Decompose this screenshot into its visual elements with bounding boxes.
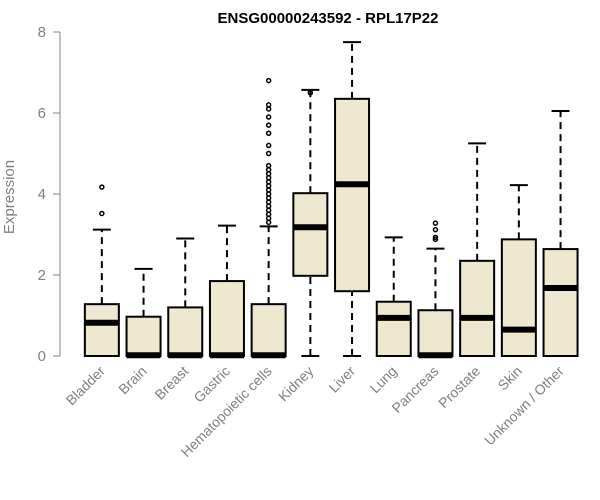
y-tick-label: 4 bbox=[38, 186, 46, 203]
outlier-point bbox=[432, 236, 439, 243]
x-tick-label: Kidney bbox=[275, 363, 317, 405]
outlier-point bbox=[265, 130, 272, 136]
y-axis-label: Expression bbox=[1, 160, 18, 234]
box-brain bbox=[125, 267, 162, 359]
box-kidney bbox=[292, 88, 329, 357]
outlier-point bbox=[432, 234, 439, 241]
y-tick-label: 0 bbox=[38, 348, 46, 365]
box-iqr bbox=[292, 192, 329, 277]
box-hematopoietic-cells bbox=[250, 77, 287, 359]
box-lung bbox=[375, 236, 412, 358]
box-iqr bbox=[459, 259, 496, 358]
x-tick-label: Brain bbox=[115, 363, 149, 397]
y-tick-label: 6 bbox=[38, 105, 46, 122]
box-iqr bbox=[83, 303, 120, 358]
box-iqr bbox=[125, 315, 162, 357]
box-iqr bbox=[417, 309, 454, 357]
box-liver bbox=[334, 41, 371, 357]
chart-title: ENSG00000243592 - RPL17P22 bbox=[218, 10, 439, 27]
outlier-point bbox=[432, 220, 439, 226]
x-tick-label: Skin bbox=[494, 363, 525, 394]
box-iqr bbox=[250, 303, 287, 358]
box-iqr bbox=[542, 248, 579, 357]
outlier-point bbox=[307, 90, 314, 96]
y-tick-label: 2 bbox=[38, 267, 46, 284]
box-iqr bbox=[334, 97, 371, 293]
outlier-point bbox=[432, 226, 439, 233]
y-tick-label: 8 bbox=[38, 24, 46, 41]
outlier-point bbox=[265, 77, 272, 84]
outlier-point bbox=[265, 162, 272, 169]
outlier-point bbox=[265, 142, 272, 149]
x-tick-label: Breast bbox=[151, 363, 191, 403]
outlier-point bbox=[265, 150, 272, 157]
box-iqr bbox=[167, 306, 204, 357]
box-unknown-other bbox=[542, 109, 579, 357]
box-bladder bbox=[83, 184, 120, 358]
x-tick-label: Liver bbox=[325, 363, 358, 396]
x-tick-label: Lung bbox=[367, 363, 400, 396]
box-iqr bbox=[500, 238, 537, 357]
y-axis: 0 2 4 6 8 bbox=[38, 24, 61, 365]
outlier-point bbox=[99, 184, 105, 190]
box-iqr bbox=[375, 300, 412, 358]
box-skin bbox=[500, 184, 537, 357]
x-tick-label: Prostate bbox=[435, 363, 483, 411]
outlier-point bbox=[265, 102, 272, 108]
outlier-point bbox=[265, 122, 272, 128]
box-prostate bbox=[459, 142, 496, 358]
x-tick-label: Unknown / Other bbox=[481, 363, 567, 449]
outlier-point bbox=[99, 210, 105, 217]
outlier-point bbox=[265, 114, 272, 120]
box-breast bbox=[167, 237, 204, 359]
box-gastric bbox=[208, 224, 245, 359]
box-pancreas bbox=[417, 220, 454, 359]
boxes-group bbox=[83, 41, 579, 359]
box-iqr bbox=[208, 280, 245, 358]
x-tick-label: Bladder bbox=[63, 363, 109, 409]
